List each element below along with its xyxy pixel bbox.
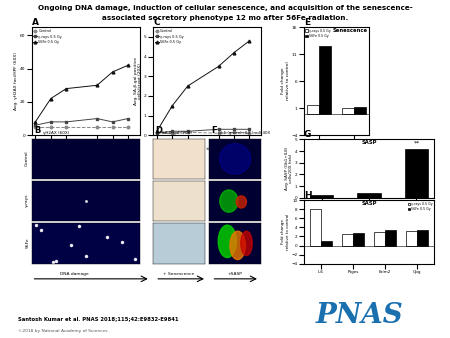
56Fe 0.5 Gy — [185, 84, 190, 88]
56Fe 0.5 Gy — [94, 83, 100, 87]
Line: γ-rays 0.5 Gy: γ-rays 0.5 Gy — [156, 128, 251, 135]
Text: F: F — [212, 126, 217, 135]
56Fe 0.5 Gy — [231, 51, 237, 55]
56Fe 0.5 Gy — [216, 64, 221, 68]
Bar — [374, 232, 385, 245]
Bar — [354, 107, 366, 114]
Bar — [342, 234, 353, 245]
Control — [125, 125, 130, 129]
Text: SASP: SASP — [361, 201, 377, 206]
Text: **: ** — [414, 140, 419, 145]
Control — [48, 125, 54, 129]
Line: 56Fe 0.5 Gy: 56Fe 0.5 Gy — [155, 40, 251, 132]
Text: DNA damage: DNA damage — [60, 272, 89, 276]
Text: SA-b-gal (20X): SA-b-gal (20X) — [162, 131, 192, 135]
Text: γH2AX (60X): γH2AX (60X) — [43, 131, 69, 135]
Line: Control: Control — [34, 126, 129, 128]
Y-axis label: Fold change
relative to control: Fold change relative to control — [281, 62, 290, 100]
56Fe 0.5 Gy — [125, 63, 130, 67]
Text: C: C — [153, 18, 160, 27]
Text: Gb1 (green)+IL8 (red) 40X: Gb1 (green)+IL8 (red) 40X — [218, 131, 270, 135]
X-axis label: Post-irradiation time (in months): Post-irradiation time (in months) — [50, 147, 121, 151]
Text: 56Fe: 56Fe — [25, 237, 29, 248]
γ-rays 0.5 Gy — [94, 117, 100, 121]
Text: E: E — [304, 18, 310, 27]
γ-rays 0.5 Gy — [216, 127, 221, 131]
Text: associated secretory phenotype 12 mo after 56Fe radiation.: associated secretory phenotype 12 mo aft… — [102, 15, 348, 21]
Control — [110, 125, 115, 129]
Ellipse shape — [218, 225, 236, 258]
Text: G: G — [304, 130, 311, 139]
Legend: Control, γ-rays 0.5 Gy, 56Fe 0.5 Gy: Control, γ-rays 0.5 Gy, 56Fe 0.5 Gy — [155, 29, 184, 44]
56Fe 0.5 Gy — [33, 120, 38, 124]
56Fe 0.5 Gy — [110, 70, 115, 74]
Text: H: H — [304, 191, 311, 200]
Control — [63, 125, 69, 129]
Legend: Control, γ-rays 0.5 Gy, 56Fe 0.5 Gy: Control, γ-rays 0.5 Gy, 56Fe 0.5 Gy — [33, 29, 62, 44]
Y-axis label: Avg. SASP (Gb1+IL8)
cells/20X field: Avg. SASP (Gb1+IL8) cells/20X field — [285, 147, 293, 190]
Text: PNAS: PNAS — [316, 301, 404, 329]
Control — [154, 131, 160, 135]
Bar — [342, 108, 354, 114]
Control — [247, 131, 252, 135]
Line: 56Fe 0.5 Gy: 56Fe 0.5 Gy — [34, 64, 129, 123]
Text: ©2018 by National Academy of Sciences: ©2018 by National Academy of Sciences — [18, 329, 108, 333]
γ-rays 0.5 Gy — [154, 131, 160, 135]
Bar — [385, 230, 396, 245]
Bar — [357, 193, 381, 198]
56Fe 0.5 Gy — [154, 129, 160, 133]
56Fe 0.5 Gy — [63, 87, 69, 91]
Text: D: D — [155, 126, 162, 135]
Control — [170, 131, 175, 135]
Bar — [405, 149, 428, 198]
γ-rays 0.5 Gy — [63, 120, 69, 124]
Text: γ-rays: γ-rays — [25, 194, 29, 207]
Ellipse shape — [220, 144, 251, 174]
Ellipse shape — [220, 190, 238, 212]
Line: γ-rays 0.5 Gy: γ-rays 0.5 Gy — [34, 117, 129, 126]
Bar — [417, 230, 428, 245]
Ellipse shape — [236, 196, 247, 208]
Text: + Senescence: + Senescence — [163, 272, 194, 276]
Text: A: A — [32, 18, 39, 27]
Bar — [310, 195, 333, 198]
56Fe 0.5 Gy — [48, 97, 54, 101]
Bar — [307, 105, 319, 114]
Text: Ongoing DNA damage, induction of cellular senescence, and acquisition of the sen: Ongoing DNA damage, induction of cellula… — [38, 5, 412, 11]
X-axis label: Post-irradiation time (in months): Post-irradiation time (in months) — [171, 147, 243, 151]
γ-rays 0.5 Gy — [125, 117, 130, 121]
Text: B: B — [34, 126, 40, 135]
Text: Senescence: Senescence — [333, 28, 368, 33]
Line: Control: Control — [156, 131, 251, 135]
Control — [33, 125, 38, 129]
Control — [185, 130, 190, 134]
Bar — [319, 46, 331, 114]
Y-axis label: Avg. γH2AX foci/HPF (60X): Avg. γH2AX foci/HPF (60X) — [14, 52, 18, 110]
Bar — [406, 231, 417, 245]
Text: SASP: SASP — [361, 140, 377, 145]
Bar — [310, 209, 321, 245]
γ-rays 0.5 Gy — [33, 123, 38, 127]
Bar — [321, 241, 332, 245]
56Fe 0.5 Gy — [247, 39, 252, 43]
γ-rays 0.5 Gy — [247, 127, 252, 131]
γ-rays 0.5 Gy — [48, 120, 54, 124]
Y-axis label: Avg. SA-β-gal positive
cells/crypt (20X): Avg. SA-β-gal positive cells/crypt (20X) — [134, 57, 143, 105]
56Fe 0.5 Gy — [170, 104, 175, 108]
Control — [231, 130, 237, 134]
γ-rays 0.5 Gy — [110, 120, 115, 124]
γ-rays 0.5 Gy — [185, 129, 190, 133]
Y-axis label: Fold change
relative to control: Fold change relative to control — [281, 214, 290, 250]
Ellipse shape — [241, 231, 252, 256]
Text: Santosh Kumar et al. PNAS 2018;115;42:E9832-E9841: Santosh Kumar et al. PNAS 2018;115;42:E9… — [18, 316, 179, 321]
Text: +SASP: +SASP — [228, 272, 243, 276]
Legend: γ-rays 0.5 Gy, 56Fe 0.5 Gy: γ-rays 0.5 Gy, 56Fe 0.5 Gy — [306, 29, 330, 38]
Control — [94, 125, 100, 129]
Bar — [353, 233, 364, 245]
Control — [216, 131, 221, 135]
γ-rays 0.5 Gy — [170, 129, 175, 133]
γ-rays 0.5 Gy — [231, 127, 237, 131]
Ellipse shape — [230, 231, 245, 260]
Text: Control: Control — [25, 150, 29, 166]
Legend: γ-rays 0.5 Gy, 56Fe 0.5 Gy: γ-rays 0.5 Gy, 56Fe 0.5 Gy — [408, 202, 432, 212]
